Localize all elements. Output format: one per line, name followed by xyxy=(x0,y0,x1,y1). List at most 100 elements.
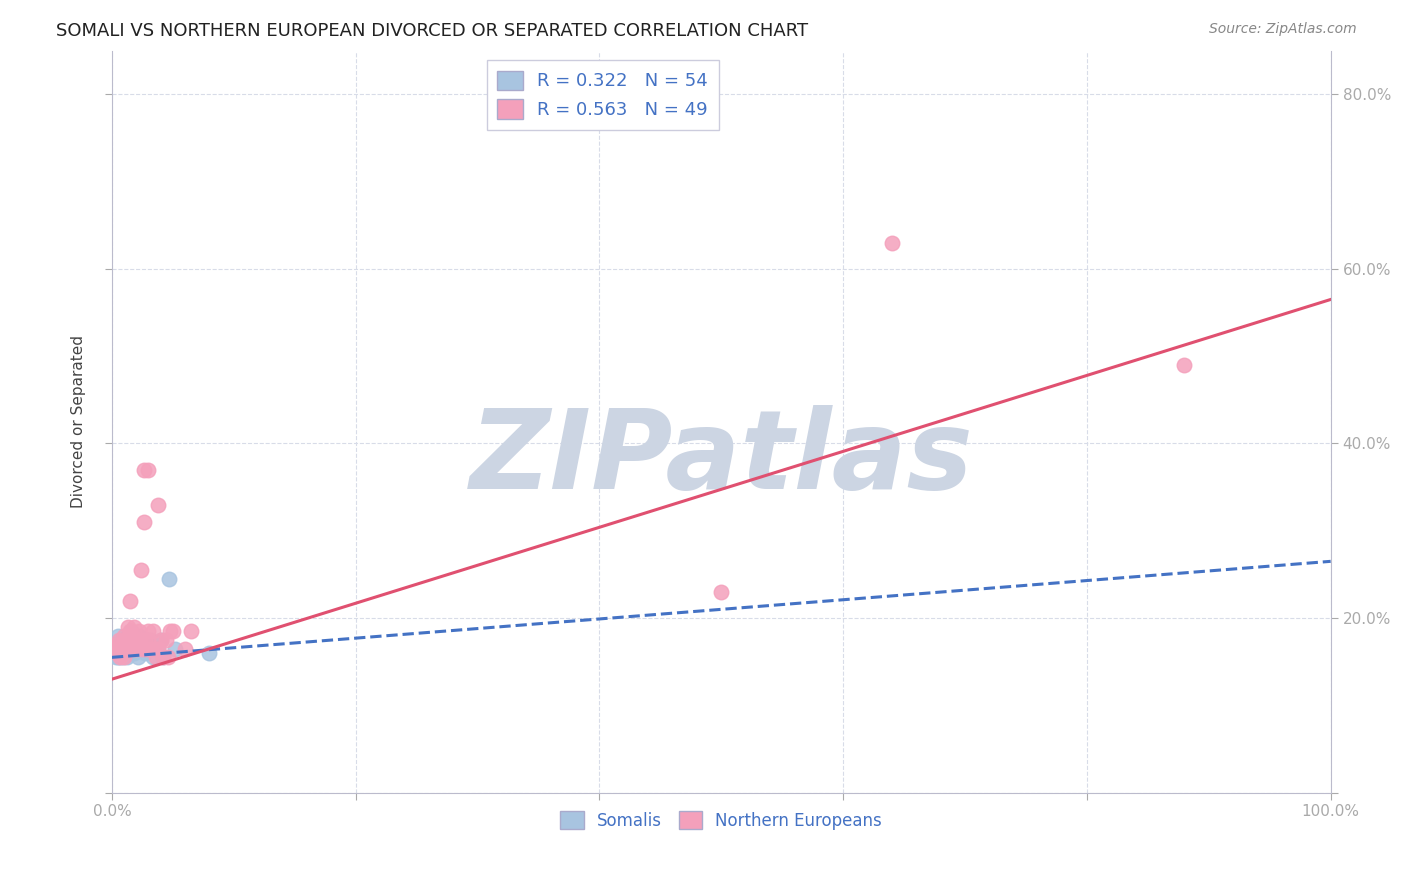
Point xyxy=(145,650,167,665)
Point xyxy=(152,650,174,665)
Point xyxy=(122,628,145,642)
Point xyxy=(111,637,134,651)
Legend: Somalis, Northern Europeans: Somalis, Northern Europeans xyxy=(554,805,889,837)
Point xyxy=(143,641,166,656)
Point xyxy=(111,650,134,665)
Point xyxy=(134,632,156,647)
Point xyxy=(125,641,148,656)
Point xyxy=(138,632,160,647)
Point xyxy=(120,624,142,639)
Point xyxy=(1173,358,1195,372)
Point xyxy=(135,641,157,656)
Point xyxy=(107,637,129,651)
Point xyxy=(105,637,128,651)
Point xyxy=(112,637,135,651)
Point xyxy=(155,632,177,647)
Point xyxy=(125,641,148,656)
Point xyxy=(127,650,149,665)
Point xyxy=(107,628,129,642)
Y-axis label: Divorced or Separated: Divorced or Separated xyxy=(72,335,86,508)
Point xyxy=(122,646,145,660)
Point xyxy=(108,646,131,660)
Point xyxy=(122,620,145,634)
Point xyxy=(111,632,134,647)
Point xyxy=(120,632,142,647)
Point xyxy=(124,632,146,647)
Point xyxy=(120,641,142,656)
Point xyxy=(121,637,143,651)
Point xyxy=(120,646,142,660)
Point xyxy=(108,632,131,647)
Point xyxy=(132,637,155,651)
Point xyxy=(159,624,181,639)
Point xyxy=(148,498,170,512)
Point xyxy=(105,646,128,660)
Point xyxy=(880,235,903,250)
Point xyxy=(149,632,172,647)
Point xyxy=(120,632,142,647)
Point xyxy=(114,632,136,647)
Point xyxy=(111,641,134,656)
Point xyxy=(180,624,202,639)
Point xyxy=(120,624,142,639)
Point xyxy=(138,637,160,651)
Point xyxy=(107,650,129,665)
Point xyxy=(111,641,134,656)
Point xyxy=(117,620,139,634)
Point xyxy=(129,632,152,647)
Point xyxy=(118,637,141,651)
Point xyxy=(112,650,135,665)
Point xyxy=(156,650,179,665)
Point xyxy=(134,646,156,660)
Point xyxy=(104,650,127,665)
Point xyxy=(120,593,142,607)
Point xyxy=(129,632,152,647)
Point xyxy=(121,641,143,656)
Point xyxy=(139,641,162,656)
Point xyxy=(128,624,150,639)
Point xyxy=(135,632,157,647)
Point xyxy=(129,563,152,577)
Point xyxy=(710,585,733,599)
Point xyxy=(111,646,134,660)
Point xyxy=(115,641,138,656)
Point xyxy=(142,624,165,639)
Point xyxy=(117,628,139,642)
Text: ZIPatlas: ZIPatlas xyxy=(470,405,973,512)
Point xyxy=(114,646,136,660)
Point xyxy=(115,637,138,651)
Point xyxy=(129,637,152,651)
Point xyxy=(152,650,174,665)
Point xyxy=(148,641,170,656)
Text: SOMALI VS NORTHERN EUROPEAN DIVORCED OR SEPARATED CORRELATION CHART: SOMALI VS NORTHERN EUROPEAN DIVORCED OR … xyxy=(56,22,808,40)
Point xyxy=(114,632,136,647)
Point xyxy=(112,628,135,642)
Point xyxy=(174,641,197,656)
Point xyxy=(103,646,125,660)
Point xyxy=(148,641,170,656)
Text: Source: ZipAtlas.com: Source: ZipAtlas.com xyxy=(1209,22,1357,37)
Point xyxy=(198,646,221,660)
Point xyxy=(138,463,160,477)
Point xyxy=(142,650,165,665)
Point xyxy=(115,650,138,665)
Point xyxy=(138,632,160,647)
Point xyxy=(131,641,153,656)
Point xyxy=(108,641,131,656)
Point xyxy=(118,632,141,647)
Point xyxy=(127,632,149,647)
Point xyxy=(131,641,153,656)
Point xyxy=(157,572,180,586)
Point xyxy=(110,650,132,665)
Point xyxy=(136,641,159,656)
Point xyxy=(125,637,148,651)
Point xyxy=(121,641,143,656)
Point xyxy=(141,637,163,651)
Point xyxy=(124,632,146,647)
Point xyxy=(110,650,132,665)
Point xyxy=(110,637,132,651)
Point xyxy=(128,628,150,642)
Point xyxy=(162,624,184,639)
Point xyxy=(165,641,187,656)
Point xyxy=(149,632,172,647)
